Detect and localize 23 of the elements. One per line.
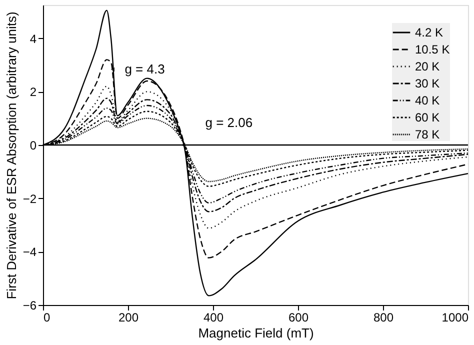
y-tick-label: 0 — [30, 138, 37, 152]
x-tick-label: 800 — [373, 310, 394, 324]
legend-label: 20 K — [415, 60, 440, 74]
legend-label: 10.5 K — [415, 42, 450, 56]
legend-label: 60 K — [415, 110, 440, 124]
x-axis-title: Magnetic Field (mT) — [198, 326, 314, 340]
legend-label: 40 K — [415, 94, 440, 108]
x-tick-label: 400 — [203, 310, 224, 324]
annotation: g = 2.06 — [205, 115, 253, 130]
x-tick-label: 200 — [118, 310, 139, 324]
legend-label: 78 K — [415, 128, 440, 142]
y-tick-label: 2 — [30, 85, 37, 100]
legend-label: 30 K — [415, 76, 440, 90]
y-tick-label: −2 — [22, 192, 37, 206]
x-tick-label: 0 — [44, 310, 50, 324]
legend-label: 4.2 K — [415, 26, 444, 40]
y-tick-label: −4 — [22, 245, 37, 260]
x-tick-label: 1000 — [442, 310, 469, 324]
annotation: g = 4.3 — [124, 62, 165, 77]
y-tick-label: −6 — [22, 298, 37, 312]
x-tick-label: 600 — [288, 310, 309, 324]
y-axis-title: First Derivative of ESR Absorption (arbitrary units) — [4, 12, 19, 300]
y-tick-label: 4 — [30, 32, 37, 46]
